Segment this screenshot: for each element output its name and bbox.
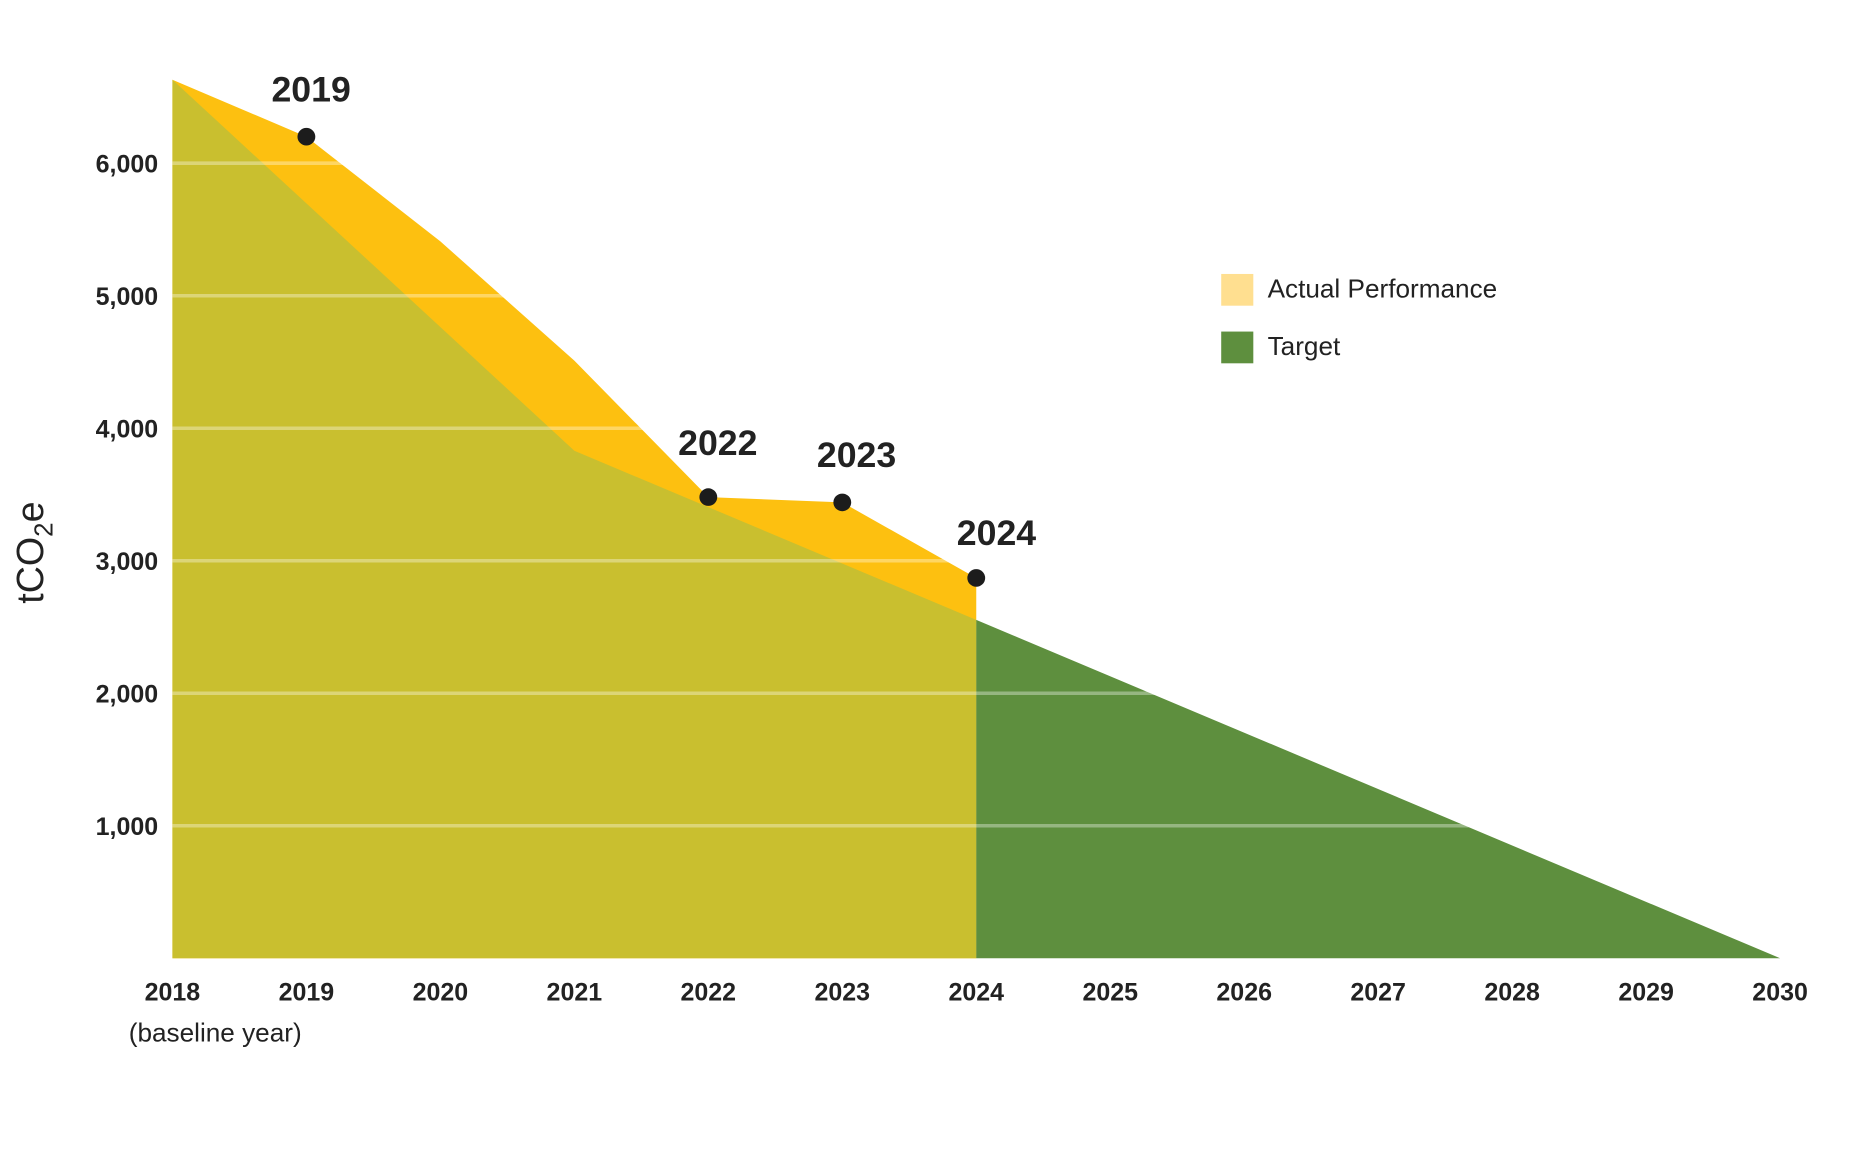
- legend-swatch-actual: [1221, 273, 1254, 306]
- target-area-future: [976, 619, 1781, 959]
- x-tick-label: 2019: [279, 980, 335, 1007]
- x-tick-label: 2021: [547, 980, 603, 1007]
- x-axis: 2018 2019 2020 2021 2022 2023 2024 2025 2026 2027…: [129, 980, 1808, 1048]
- x-tick-label: 2027: [1350, 980, 1406, 1007]
- y-tick-label: 4,000: [96, 417, 158, 444]
- y-tick-label: 2,000: [96, 682, 158, 709]
- legend-label-target: Target: [1268, 331, 1341, 361]
- data-point-marker: [833, 493, 852, 512]
- x-tick-sublabel: (baseline year): [129, 1018, 302, 1048]
- x-tick-label: 2029: [1618, 980, 1674, 1007]
- markers: 2019 2022 2023 2024: [271, 70, 1036, 587]
- data-point-marker: [967, 569, 986, 587]
- x-tick-label: 2024: [948, 980, 1004, 1007]
- data-point-label: 2019: [271, 70, 350, 110]
- x-tick-label: 2030: [1752, 980, 1808, 1007]
- data-point-label: 2023: [817, 435, 896, 475]
- y-tick-label: 5,000: [96, 284, 158, 311]
- x-tick-label: 2022: [681, 980, 737, 1007]
- data-point-label: 2022: [678, 423, 757, 463]
- x-tick-label: 2023: [815, 980, 871, 1007]
- x-tick-label: 2028: [1484, 980, 1540, 1007]
- y-tick-label: 6,000: [96, 152, 158, 179]
- y-tick-label: 3,000: [96, 549, 158, 576]
- x-tick-label: 2025: [1082, 980, 1138, 1007]
- legend-label-actual: Actual Performance: [1268, 274, 1498, 304]
- y-axis: 1,000 2,000 3,000 4,000 5,000 6,000: [96, 152, 158, 841]
- legend: Actual Performance Target: [1221, 274, 1497, 364]
- x-tick-label: 2020: [413, 980, 469, 1007]
- y-axis-label: tCO2e: [10, 502, 59, 604]
- data-point-label: 2024: [957, 513, 1037, 553]
- target-area-overlap: [172, 79, 977, 959]
- data-point-marker: [699, 488, 718, 506]
- data-point-marker: [297, 127, 316, 146]
- x-tick-label: 2026: [1216, 980, 1272, 1007]
- x-tick-label: 2018: [145, 980, 201, 1007]
- legend-swatch-target: [1221, 331, 1254, 364]
- plot-areas: [172, 79, 1781, 959]
- y-tick-label: 1,000: [96, 814, 158, 841]
